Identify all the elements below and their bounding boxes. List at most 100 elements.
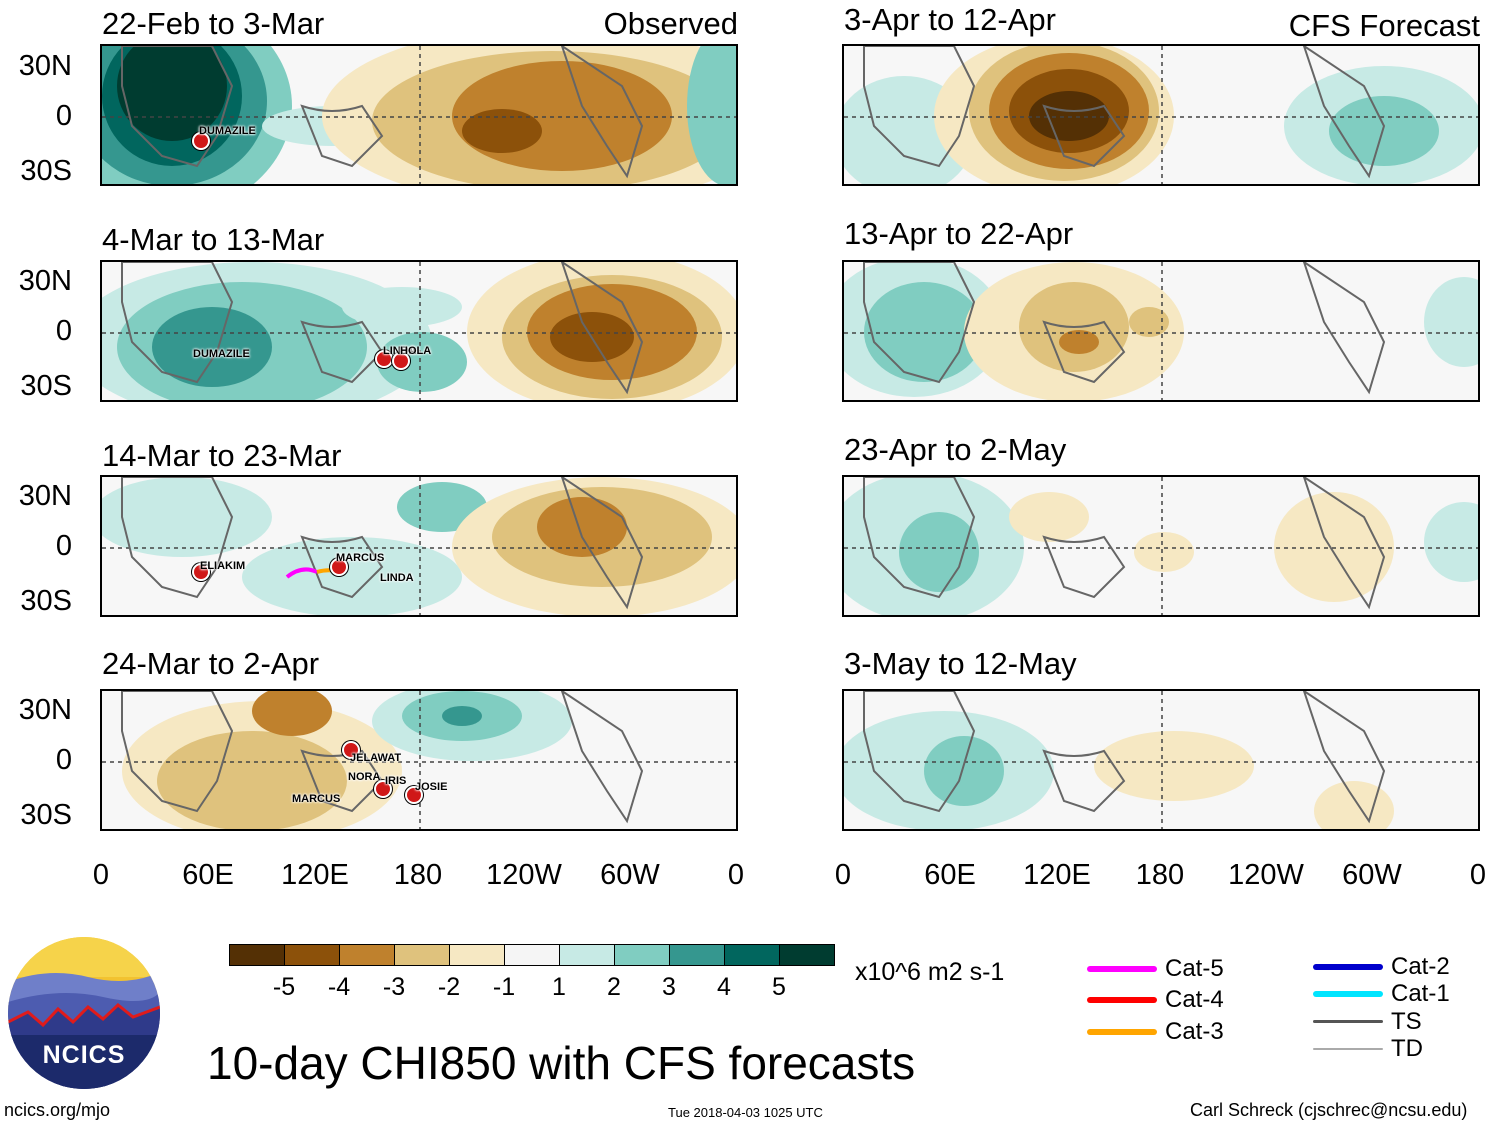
colorbar-tick-label: -3: [382, 973, 406, 1001]
colorbar-box: [504, 944, 560, 966]
legend-swatch: [1087, 1029, 1157, 1035]
lon-label: 180: [393, 859, 443, 891]
storm-label: DUMAZILE: [193, 348, 250, 360]
storm-icon: [330, 558, 348, 576]
legend-swatch: [1313, 991, 1383, 997]
panel-title-4: 24-Mar to 2-Apr: [102, 646, 320, 681]
lat-label-0: 0: [55, 744, 72, 776]
colorbar-tick-label: 4: [717, 973, 731, 1001]
storm-label: LINDA: [380, 572, 414, 584]
colorbar-tick-label: 3: [662, 973, 676, 1001]
panel-title-3: 14-Mar to 23-Mar: [102, 438, 342, 473]
lat-label-30s: 30S: [20, 155, 72, 187]
legend-label: TS: [1391, 1008, 1422, 1035]
observed-label: Observed: [603, 6, 738, 41]
panel-title-2: 4-Mar to 13-Mar: [102, 222, 325, 257]
lon-label: 60W: [600, 859, 660, 891]
colorbar-box: [779, 944, 835, 966]
storm-icon: [374, 780, 392, 798]
forecast-label: CFS Forecast: [1288, 8, 1480, 43]
lat-label-30n: 30N: [18, 265, 72, 297]
colorbar-box: [229, 944, 285, 966]
colorbar-box: [669, 944, 725, 966]
lon-label: 60E: [924, 859, 976, 891]
storm-icon: [192, 132, 210, 150]
lat-label-30n: 30N: [18, 694, 72, 726]
colorbar-tick-label: 1: [552, 973, 566, 1001]
lon-label: 120E: [281, 859, 349, 891]
legend-swatch: [1313, 1048, 1383, 1050]
map-panel-3: [100, 475, 738, 617]
legend-swatch: [1313, 964, 1383, 970]
author-credit: Carl Schreck (cjschrec@ncsu.edu): [1190, 1100, 1468, 1120]
colorbar-tick-label: 2: [607, 973, 621, 1001]
map-panel-7: [842, 475, 1480, 617]
lon-label: 0: [834, 859, 852, 891]
panel-title-8: 3-May to 12-May: [844, 646, 1077, 681]
storm-icon: [192, 563, 210, 581]
panel-title-7: 23-Apr to 2-May: [844, 432, 1067, 467]
colorbar-tick-label: -2: [437, 973, 461, 1001]
logo-text: NCICS: [42, 1041, 126, 1069]
legend-label: Cat-1: [1391, 980, 1450, 1007]
lon-label: 120W: [486, 859, 562, 891]
map-panel-2: [100, 260, 738, 402]
legend-label: TD: [1391, 1035, 1423, 1062]
panel-title-6: 13-Apr to 22-Apr: [844, 216, 1074, 251]
lon-label: 60E: [182, 859, 234, 891]
lat-label-0: 0: [55, 100, 72, 132]
storm-icon: [405, 786, 423, 804]
colorbar-tick-label: 5: [772, 973, 786, 1001]
map-panel-6: [842, 260, 1480, 402]
colorbar-tick-label: -5: [272, 973, 296, 1001]
ncics-logo: NCICS: [8, 937, 160, 1089]
colorbar-tick-label: -1: [492, 973, 516, 1001]
lat-label-0: 0: [55, 530, 72, 562]
legend-label: Cat-2: [1391, 953, 1450, 980]
lon-label: 0: [727, 859, 745, 891]
storm-label: LINDA: [383, 345, 417, 357]
legend-label: Cat-3: [1165, 1018, 1224, 1045]
storm-label: MARCUS: [336, 552, 385, 564]
legend-label: Cat-5: [1165, 955, 1224, 982]
legend-swatch: [1313, 1020, 1383, 1023]
lon-label: 0: [1469, 859, 1487, 891]
storm-label: IRIS: [385, 775, 407, 787]
storm-label: JELAWAT: [350, 752, 402, 764]
lat-label-30n: 30N: [18, 480, 72, 512]
storm-icon: [342, 741, 360, 759]
main-title: 10-day CHI850 with CFS forecasts: [207, 1037, 916, 1089]
legend-swatch: [1087, 997, 1157, 1003]
colorbar-box: [614, 944, 670, 966]
colorbar-box: [339, 944, 395, 966]
lat-label-0: 0: [55, 315, 72, 347]
website-link[interactable]: ncics.org/mjo: [4, 1100, 111, 1120]
colorbar-tick-label: -4: [327, 973, 351, 1001]
legend-swatch: [1087, 966, 1157, 972]
colorbar-box: [394, 944, 450, 966]
panel-title-1: 22-Feb to 3-Mar: [102, 6, 325, 41]
lat-label-30n: 30N: [18, 50, 72, 82]
map-panel-4: [100, 689, 738, 831]
storm-label: ELIAKIM: [200, 560, 246, 572]
lon-label: 120E: [1023, 859, 1091, 891]
lat-label-30s: 30S: [20, 799, 72, 831]
storm-label: DUMAZILE: [199, 125, 256, 137]
lon-label: 120W: [1228, 859, 1304, 891]
colorbar-units: x10^6 m2 s-1: [855, 958, 1005, 986]
storm-label: HOLA: [400, 345, 432, 357]
map-panel-8: [842, 689, 1480, 831]
storm-label: JOSIE: [415, 781, 448, 793]
colorbar-box: [559, 944, 615, 966]
lat-label-30s: 30S: [20, 585, 72, 617]
map-panel-1: [100, 44, 738, 186]
legend-label: Cat-4: [1165, 986, 1224, 1013]
colorbar-box: [724, 944, 780, 966]
storm-label: NORA: [348, 771, 381, 783]
storm-icon: [392, 352, 410, 370]
lon-label: 180: [1135, 859, 1185, 891]
timestamp: Tue 2018-04-03 1025 UTC: [668, 1105, 823, 1120]
lat-label-30s: 30S: [20, 370, 72, 402]
colorbar-box: [449, 944, 505, 966]
map-panel-5: [842, 44, 1480, 186]
